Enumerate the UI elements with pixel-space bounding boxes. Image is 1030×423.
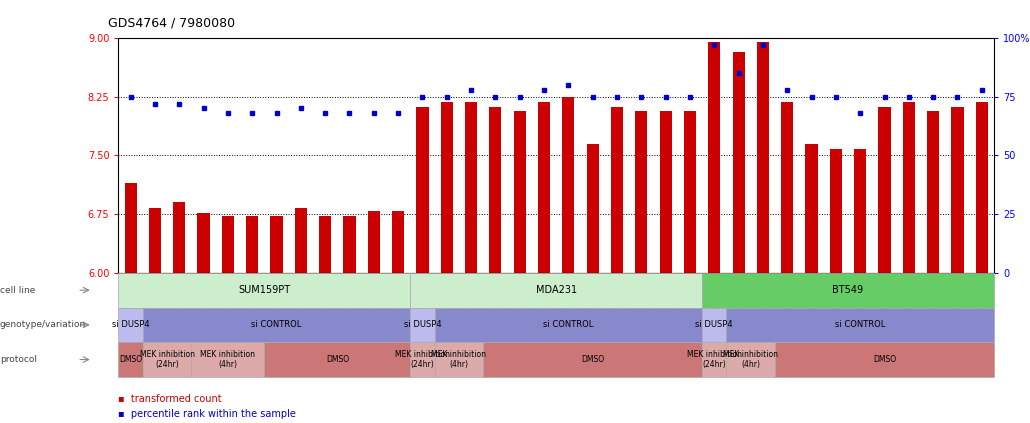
- Bar: [319, 216, 332, 273]
- Bar: [173, 203, 185, 273]
- Bar: [246, 216, 259, 273]
- Bar: [465, 102, 477, 273]
- Bar: [489, 107, 502, 273]
- Text: MEK inhibition
(24hr): MEK inhibition (24hr): [687, 350, 742, 369]
- Bar: [902, 102, 915, 273]
- Bar: [952, 107, 963, 273]
- Bar: [781, 102, 793, 273]
- Text: protocol: protocol: [0, 355, 37, 364]
- Bar: [854, 149, 866, 273]
- Bar: [392, 211, 404, 273]
- Bar: [368, 211, 380, 273]
- Text: cell line: cell line: [0, 286, 35, 295]
- Bar: [975, 102, 988, 273]
- Text: si CONTROL: si CONTROL: [835, 320, 886, 330]
- Text: DMSO: DMSO: [119, 355, 142, 364]
- Text: si DUSP4: si DUSP4: [404, 320, 441, 330]
- Bar: [611, 107, 623, 273]
- Bar: [562, 97, 575, 273]
- Text: MDA231: MDA231: [536, 285, 577, 295]
- Text: ▪  transformed count: ▪ transformed count: [118, 394, 222, 404]
- Bar: [709, 42, 720, 273]
- Bar: [732, 52, 745, 273]
- Bar: [343, 216, 355, 273]
- Bar: [636, 111, 648, 273]
- Bar: [441, 102, 453, 273]
- Bar: [659, 111, 672, 273]
- Text: si CONTROL: si CONTROL: [251, 320, 302, 330]
- Text: genotype/variation: genotype/variation: [0, 320, 87, 330]
- Bar: [271, 216, 282, 273]
- Text: si DUSP4: si DUSP4: [695, 320, 733, 330]
- Bar: [830, 149, 842, 273]
- Bar: [927, 111, 939, 273]
- Bar: [416, 107, 428, 273]
- Bar: [221, 216, 234, 273]
- Bar: [198, 213, 210, 273]
- Bar: [684, 111, 696, 273]
- Bar: [538, 102, 550, 273]
- Bar: [805, 144, 818, 273]
- Text: MEK inhibition
(4hr): MEK inhibition (4hr): [432, 350, 486, 369]
- Text: MEK inhibition
(24hr): MEK inhibition (24hr): [140, 350, 195, 369]
- Bar: [587, 144, 598, 273]
- Bar: [514, 111, 525, 273]
- Text: si DUSP4: si DUSP4: [112, 320, 149, 330]
- Text: SUM159PT: SUM159PT: [238, 285, 290, 295]
- Text: ▪  percentile rank within the sample: ▪ percentile rank within the sample: [118, 409, 297, 419]
- Text: si CONTROL: si CONTROL: [543, 320, 593, 330]
- Bar: [149, 208, 161, 273]
- Bar: [757, 42, 769, 273]
- Text: BT549: BT549: [832, 285, 863, 295]
- Bar: [295, 208, 307, 273]
- Text: GDS4764 / 7980080: GDS4764 / 7980080: [108, 17, 235, 30]
- Text: DMSO: DMSO: [581, 355, 605, 364]
- Text: MEK inhibition
(4hr): MEK inhibition (4hr): [723, 350, 779, 369]
- Text: MEK inhibition
(24hr): MEK inhibition (24hr): [394, 350, 450, 369]
- Bar: [879, 107, 891, 273]
- Text: MEK inhibition
(4hr): MEK inhibition (4hr): [201, 350, 255, 369]
- Text: DMSO: DMSO: [873, 355, 896, 364]
- Text: DMSO: DMSO: [325, 355, 349, 364]
- Bar: [125, 183, 137, 273]
